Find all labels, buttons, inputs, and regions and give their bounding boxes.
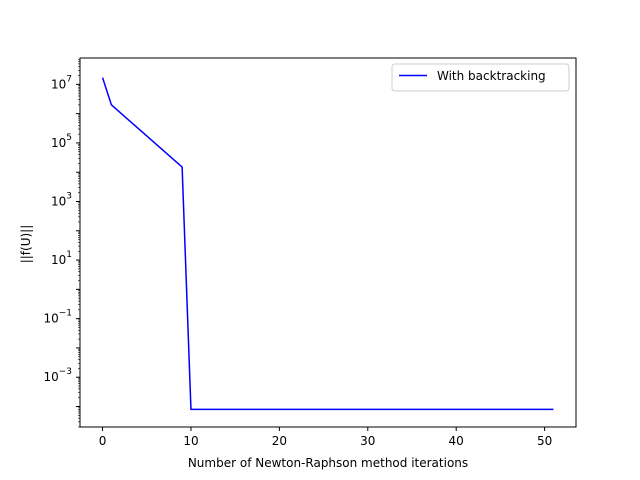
plot-frame (79, 57, 577, 428)
x-tick-label: 20 (272, 434, 287, 448)
y-axis: 107 105 103 101 10−1 10−3 (43, 59, 80, 428)
x-tick-label: 40 (449, 434, 464, 448)
x-tick-label: 0 (99, 434, 107, 448)
y-tick-label: 105 (51, 133, 72, 150)
series-line-0 (101, 77, 554, 411)
y-axis-label: ||f(U)|| (19, 225, 33, 264)
y-tick-label: 103 (51, 192, 72, 209)
legend-box (391, 63, 570, 92)
x-tick-label: 30 (360, 434, 375, 448)
x-tick-label: 50 (537, 434, 552, 448)
legend: With backtracking (391, 63, 570, 92)
y-tick-label: 10−1 (43, 309, 72, 326)
x-tick-label: 10 (183, 434, 198, 448)
y-tick-label: 107 (51, 74, 72, 91)
series-layer (101, 77, 554, 411)
y-tick-label: 10−3 (43, 367, 72, 384)
x-axis: 0 10 20 30 40 50 (99, 427, 552, 448)
y-tick-label: 101 (51, 250, 72, 267)
legend-label: With backtracking (437, 69, 546, 83)
x-axis-label: Number of Newton-Raphson method iteratio… (188, 456, 468, 470)
